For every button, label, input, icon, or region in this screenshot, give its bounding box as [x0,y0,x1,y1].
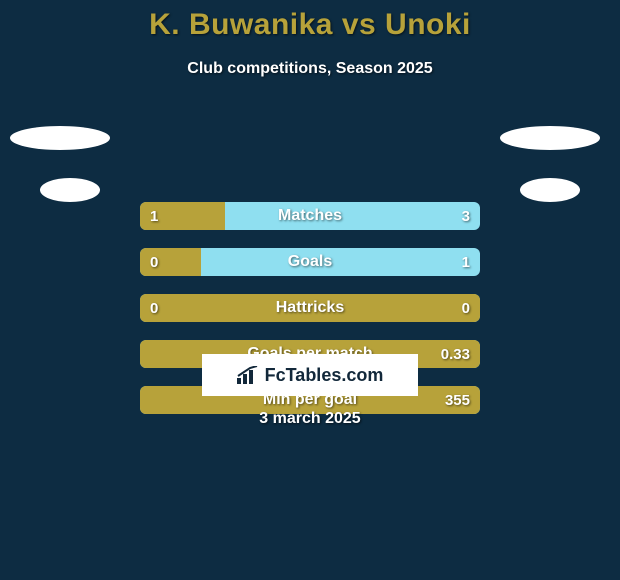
stat-row: Goals0 1 [140,248,480,276]
player1-name: K. Buwanika [149,8,333,41]
stat-row-left-value: 0 [150,248,158,276]
stat-row-label: Matches [140,202,480,230]
player1-badge [10,126,110,150]
page-subtitle: Club competitions, Season 2025 [0,60,620,78]
footer-date: 3 march 2025 [0,410,620,428]
brand-chart-icon [237,366,259,384]
brand-box: FcTables.com [202,354,418,396]
player2-badge [500,126,600,150]
vs-word: vs [342,8,385,41]
player1-badge-small [40,178,100,202]
stat-row-right-value: 0.33 [441,340,470,368]
stat-row: Matches1 3 [140,202,480,230]
brand-text: FcTables.com [265,365,384,386]
stat-row-right-value: 1 [462,248,470,276]
page-title: K. Buwanika vs Unoki [0,0,620,42]
stat-row-left-value: 1 [150,202,158,230]
stat-row-left-value: 0 [150,294,158,322]
stat-row-label: Hattricks [140,294,480,322]
stat-row-right-value: 0 [462,294,470,322]
player2-badge-small [520,178,580,202]
stat-row-label: Goals [140,248,480,276]
player2-name: Unoki [385,8,471,41]
stat-row: Hattricks0 0 [140,294,480,322]
stat-row-right-value: 3 [462,202,470,230]
